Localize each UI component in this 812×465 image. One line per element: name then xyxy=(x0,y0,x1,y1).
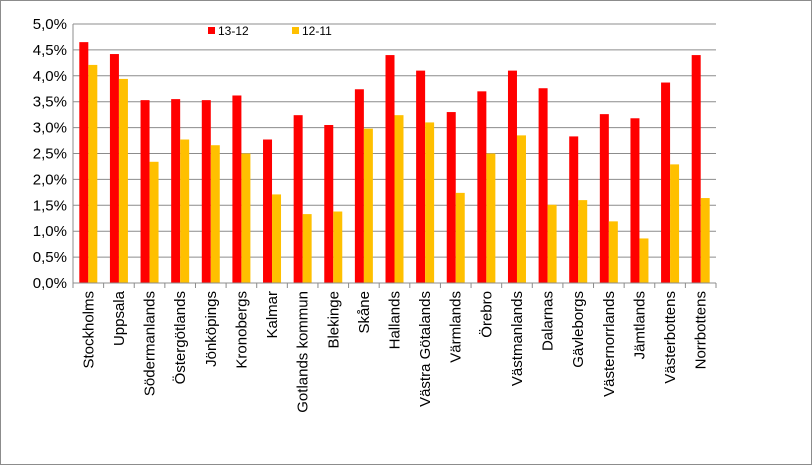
bar-12-11-Kronobergs xyxy=(241,153,251,283)
x-tick-label: Blekinge xyxy=(325,291,342,349)
x-tick-label: Västerbottens xyxy=(662,291,679,384)
x-tick-label: Uppsala xyxy=(111,290,128,346)
bar-13-12-Västra Götalands xyxy=(416,70,426,284)
x-tick-label: Värmlands xyxy=(448,291,465,363)
x-tick-label: Skåne xyxy=(356,291,373,334)
x-tick-label: Kalmar xyxy=(264,291,281,339)
bars xyxy=(79,42,710,284)
y-tick-label: 1,0% xyxy=(33,223,67,240)
y-tick-label: 0,0% xyxy=(33,275,67,292)
bar-13-12-Stockholms xyxy=(79,42,89,283)
bar-13-12-Kalmar xyxy=(263,139,273,283)
y-tick-label: 2,0% xyxy=(33,171,67,188)
bar-13-12-Skåne xyxy=(354,89,364,283)
legend: 13-12 12-11 xyxy=(208,24,332,38)
bar-12-11-Östergötlands xyxy=(180,139,190,283)
x-tick-label: Västernorrlands xyxy=(601,291,618,397)
legend-label: 13-12 xyxy=(218,24,249,38)
y-tick-label: 3,5% xyxy=(33,94,67,111)
bar-13-12-Norrbottens xyxy=(691,55,701,283)
legend-label: 12-11 xyxy=(302,24,332,38)
bar-13-12-Gotlands kommun xyxy=(293,115,303,283)
y-tick-label: 3,0% xyxy=(33,120,67,137)
y-tick-label: 5,0% xyxy=(33,16,67,33)
bar-13-12-Uppsala xyxy=(109,54,119,283)
x-tick-labels: Stockholms Uppsala Södermanlands Östergötla… xyxy=(80,290,709,412)
y-tick-label: 0,5% xyxy=(33,249,67,266)
bar-13-12-Jämtlands xyxy=(630,118,640,283)
y-tick-label: 1,5% xyxy=(33,197,67,214)
bar-12-11-Värmlands xyxy=(455,192,465,283)
bar-12-11-Västra Götalands xyxy=(425,122,435,283)
y-tick-label: 4,0% xyxy=(33,68,67,85)
bar-13-12-Västerbottens xyxy=(661,82,671,283)
y-tick-labels: 0,0% 0,5% 1,0% 1,5% 2,0% 2,5% 3,0% 3,5% 4,0% 4,5%… xyxy=(33,16,67,292)
x-tick-label: Jönköpings xyxy=(203,291,220,367)
bar-13-12-Västmanlands xyxy=(507,70,517,284)
x-tick-label: Örebro xyxy=(477,291,495,338)
bar-12-11-Blekinge xyxy=(333,211,343,283)
bar-13-12-Hallands xyxy=(385,55,395,283)
x-tick-label: Hallands xyxy=(387,291,404,349)
x-tick-label: Gävleborgs xyxy=(570,291,587,368)
x-tick-label: Västra Götalands xyxy=(417,291,434,407)
bar-12-11-Skåne xyxy=(363,128,373,283)
bar-13-12-Gävleborgs xyxy=(569,136,579,283)
bar-12-11-Västernorrlands xyxy=(608,221,618,283)
legend-swatch xyxy=(292,27,299,34)
bar-12-11-Västerbottens xyxy=(670,164,680,283)
bar-12-11-Hallands xyxy=(394,115,404,283)
x-tick-label: Gotlands kommun xyxy=(295,291,312,413)
bar-12-11-Jämtlands xyxy=(639,238,649,283)
bar-12-11-Gävleborgs xyxy=(578,200,588,283)
bar-12-11-Uppsala xyxy=(118,78,128,284)
bar-13-12-Kronobergs xyxy=(232,95,242,283)
bar-12-11-Södermanlands xyxy=(149,161,159,283)
bar-13-12-Jönköpings xyxy=(201,100,211,284)
x-tick-label: Norrbottens xyxy=(693,291,710,369)
x-tick-label: Östergötlands xyxy=(171,291,189,384)
axes xyxy=(72,24,717,288)
bar-13-12-Blekinge xyxy=(324,125,334,283)
bar-12-11-Västmanlands xyxy=(516,135,526,283)
bar-12-11-Norrbottens xyxy=(700,198,710,283)
legend-swatch xyxy=(208,27,215,34)
bar-12-11-Gotlands kommun xyxy=(302,214,312,283)
y-tick-label: 4,5% xyxy=(33,42,67,59)
bar-12-11-Kalmar xyxy=(272,194,282,283)
x-tick-label: Västmanlands xyxy=(509,291,526,386)
bar-12-11-Jönköpings xyxy=(210,145,220,283)
bar-12-11-Dalarnas xyxy=(547,204,557,283)
bar-13-12-Södermanlands xyxy=(140,100,150,284)
x-tick-label: Stockholms xyxy=(80,291,97,369)
x-tick-label: Jämtlands xyxy=(631,291,648,359)
bar-12-11-Stockholms xyxy=(88,64,98,283)
bar-13-12-Östergötlands xyxy=(171,99,181,283)
bar-13-12-Västernorrlands xyxy=(599,114,609,283)
bar-12-11-Örebro xyxy=(486,153,496,283)
bar-13-12-Dalarnas xyxy=(538,88,548,284)
bar-13-12-Värmlands xyxy=(446,112,456,283)
y-tick-label: 2,5% xyxy=(33,146,67,163)
bar-13-12-Örebro xyxy=(477,91,487,283)
x-tick-label: Södermanlands xyxy=(142,291,159,396)
x-tick-label: Kronobergs xyxy=(233,291,250,369)
x-tick-label: Dalarnas xyxy=(540,291,557,351)
